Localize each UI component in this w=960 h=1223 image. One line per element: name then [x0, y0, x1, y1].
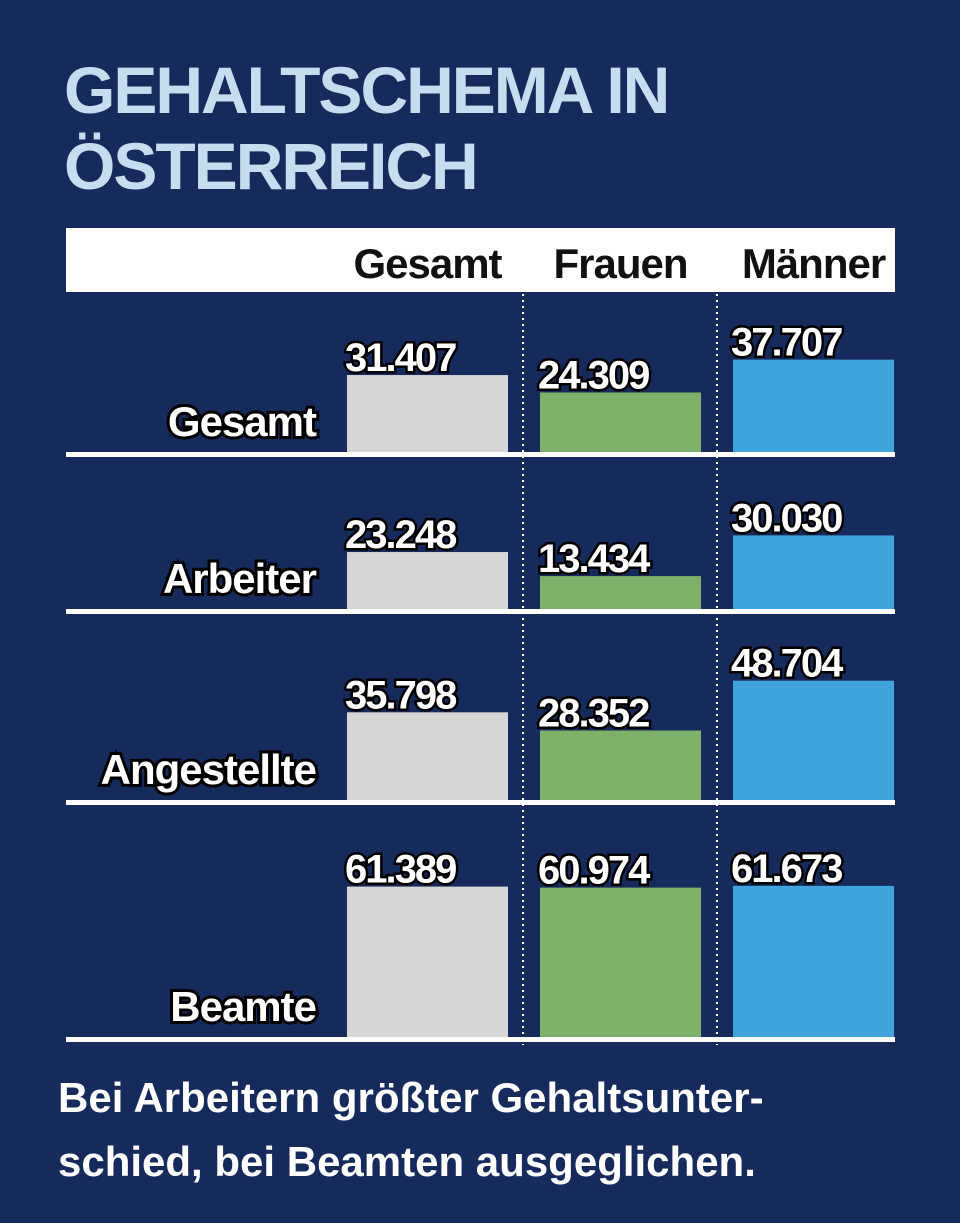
row-baseline [66, 1037, 895, 1042]
value-label: 13.434 [538, 537, 651, 581]
bar [733, 680, 894, 800]
row-baseline [66, 609, 895, 614]
caption: Bei Arbeitern größter Gehaltsunter- schi… [58, 1066, 764, 1194]
value-label: 61.389 [345, 848, 456, 892]
value-label: 23.248 [345, 513, 457, 557]
bar [733, 885, 894, 1037]
bar [347, 886, 508, 1037]
bar [347, 712, 508, 800]
chart-title: GEHALTSCHEMA IN ÖSTERREICH [64, 53, 670, 203]
bar [540, 730, 701, 800]
value-label: 60.974 [538, 849, 651, 893]
value-label: 37.707 [731, 321, 842, 365]
caption-line: Bei Arbeitern größter Gehaltsunter- [58, 1074, 764, 1121]
value-label: 28.352 [538, 692, 649, 736]
column-header: Frauen [553, 240, 687, 287]
row-label: Angestellte [101, 746, 316, 793]
header-band [66, 228, 895, 292]
column-header: Gesamt [353, 240, 502, 287]
bar [540, 887, 701, 1037]
value-label: 48.704 [731, 642, 844, 686]
bar [540, 576, 701, 609]
row-label: Arbeiter [163, 555, 317, 602]
caption-line: schied, bei Beamten ausgeglichen. [58, 1138, 756, 1185]
bar [540, 392, 701, 452]
value-label: 35.798 [345, 673, 457, 717]
bar [347, 552, 508, 609]
value-label: 31.407 [345, 336, 456, 380]
value-label: 24.309 [538, 353, 649, 397]
row-baseline [66, 452, 895, 457]
bar [733, 535, 894, 609]
column-header: Männer [742, 240, 886, 287]
value-label: 30.030 [731, 496, 842, 540]
bar [733, 359, 894, 452]
bar [347, 375, 508, 452]
row-label: Gesamt [168, 398, 317, 445]
value-label: 61.673 [731, 847, 842, 891]
row-baseline [66, 800, 895, 805]
row-label: Beamte [170, 983, 316, 1030]
